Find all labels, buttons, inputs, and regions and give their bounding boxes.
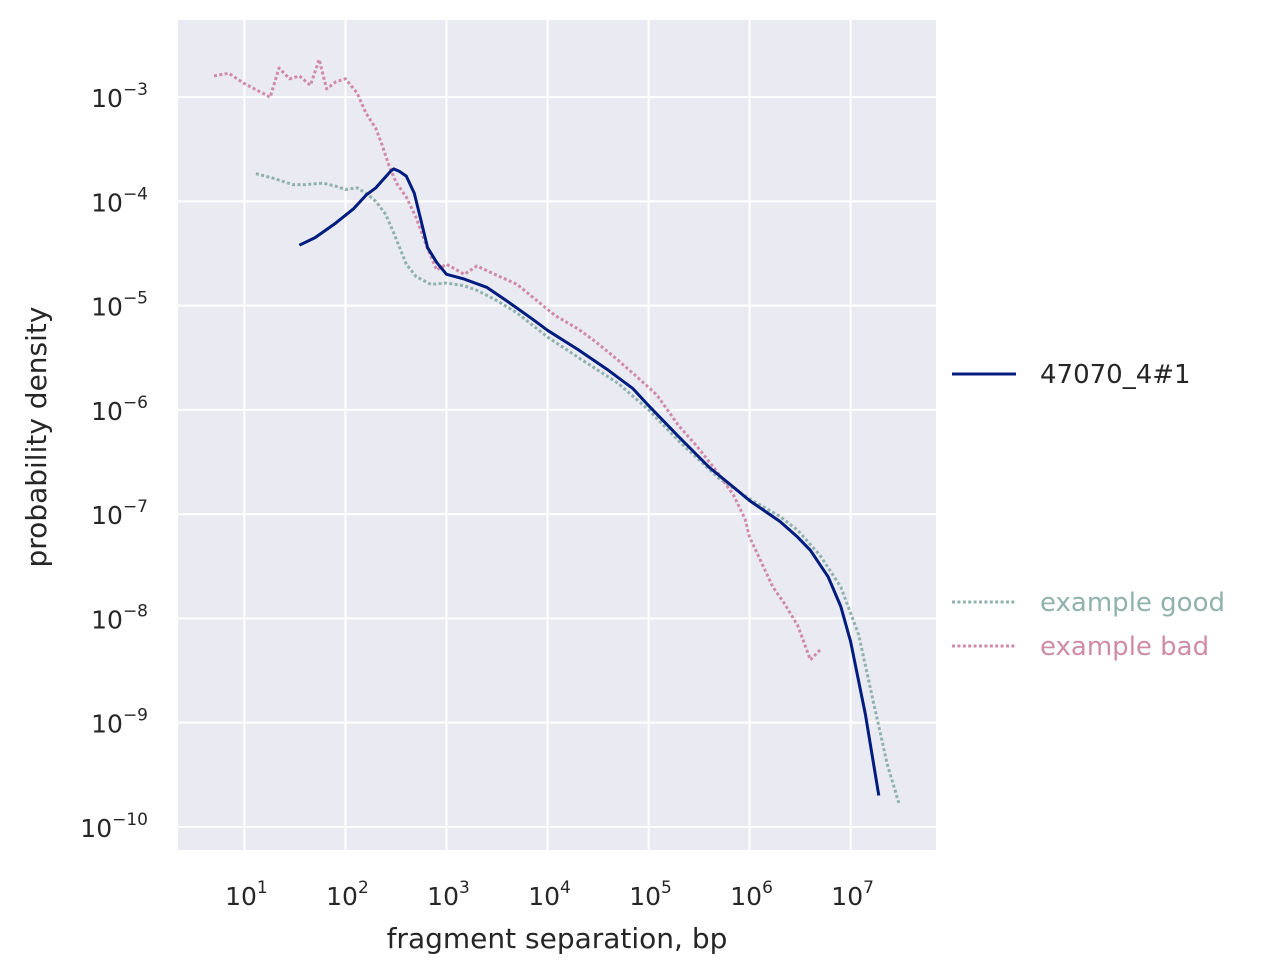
series-line-0: [298, 167, 881, 796]
y-axis-label: probability density: [20, 307, 53, 568]
x-tick-label-1: 102: [326, 878, 369, 911]
y-tick-label-3: 10−6: [91, 393, 148, 426]
legend-label-1: example good: [1040, 588, 1225, 618]
series-layer: [213, 58, 901, 804]
y-tick-label-7: 10−10: [80, 810, 148, 843]
y-tick-label-4: 10−7: [91, 497, 148, 530]
grid: [178, 20, 936, 850]
y-tick-label-2: 10−5: [91, 289, 148, 322]
y-tick-label-1: 10−4: [91, 184, 148, 217]
x-axis-ticks: 101 102 103 104 105 106 107: [225, 878, 874, 911]
x-tick-label-4: 105: [629, 878, 672, 911]
legend-label-2: example bad: [1040, 632, 1209, 662]
y-tick-label-0: 10−3: [91, 80, 148, 113]
x-tick-label-2: 103: [427, 878, 470, 911]
x-tick-label-6: 107: [831, 878, 874, 911]
series-line-1: [255, 172, 901, 804]
legend-label-0: 47070_4#1: [1040, 360, 1191, 390]
plot-background: [178, 20, 936, 850]
x-tick-label-0: 101: [225, 878, 268, 911]
x-axis-label: fragment separation, bp: [387, 922, 728, 955]
x-tick-label-5: 106: [730, 878, 773, 911]
x-tick-label-3: 104: [528, 878, 571, 911]
y-axis-ticks: 10−3 10−4 10−5 10−6 10−7 10−8 10−9 10−10: [80, 80, 148, 843]
y-tick-label-6: 10−9: [91, 706, 148, 739]
y-tick-label-5: 10−8: [91, 601, 148, 634]
